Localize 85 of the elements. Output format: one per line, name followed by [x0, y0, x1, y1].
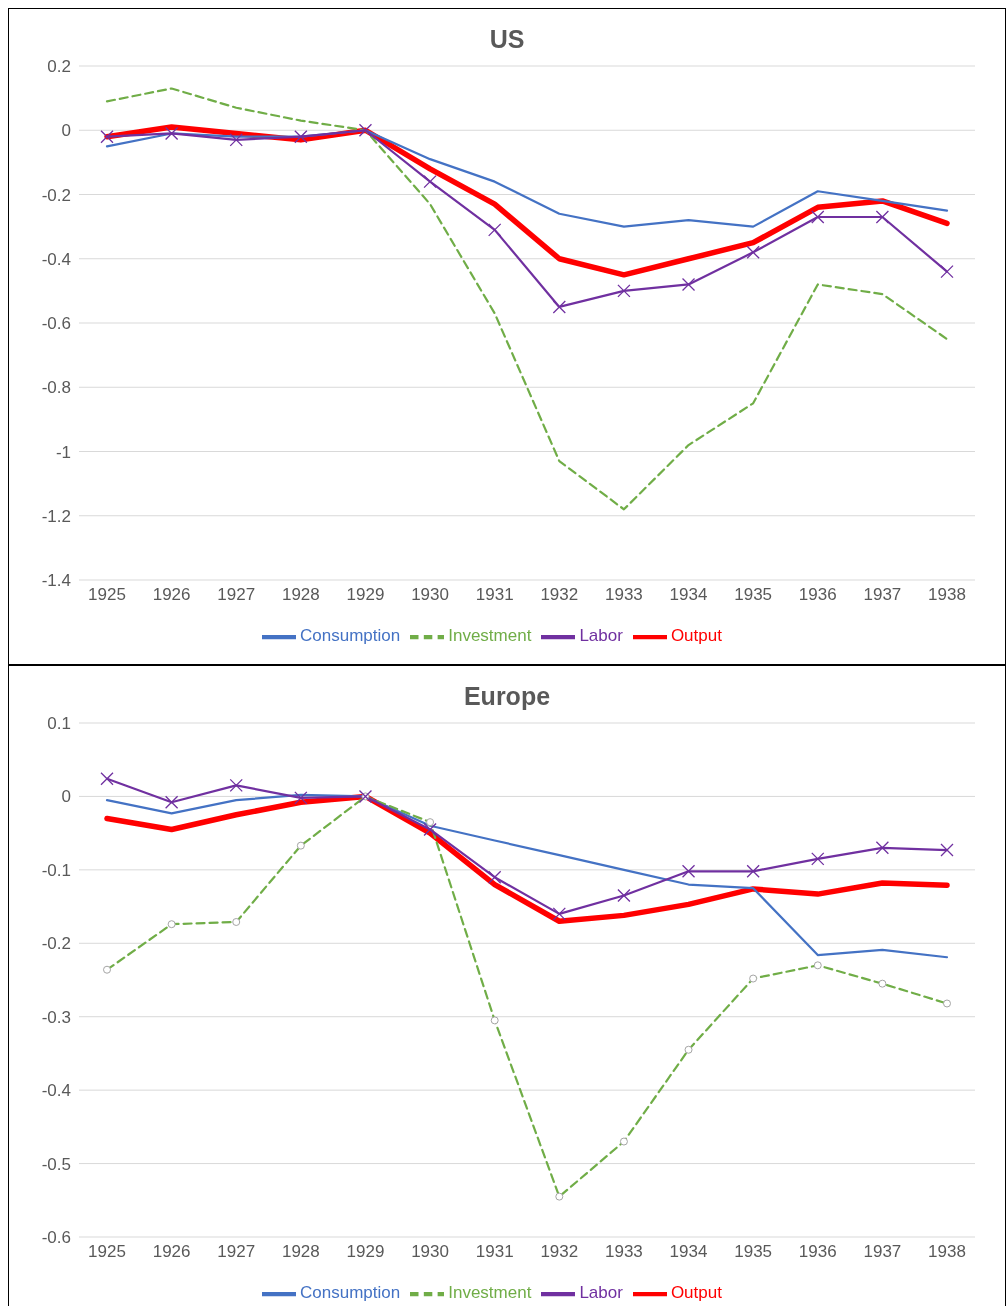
x-tick-label: 1934	[669, 1242, 708, 1262]
point	[100, 772, 114, 786]
legend-label: Labor	[579, 1283, 623, 1303]
legend-label: Investment	[448, 626, 532, 646]
x-tick-label: 1930	[411, 585, 449, 605]
point	[100, 130, 114, 144]
legend-label: Consumption	[300, 626, 401, 646]
x-tick-label: 1929	[346, 1242, 385, 1262]
chart-title: US	[488, 24, 526, 54]
x-tick-label: 1928	[281, 585, 320, 605]
point	[423, 175, 437, 189]
y-tick-label: -0.1	[41, 860, 71, 880]
x-tick-label: 1938	[928, 1242, 966, 1262]
x-tick-label: 1926	[152, 585, 191, 605]
y-tick-label: -0.5	[41, 1154, 71, 1174]
y-tick-label: -0.3	[41, 1007, 71, 1027]
y-tick-label: -0.6	[41, 1228, 71, 1248]
x-tick-label: 1931	[475, 585, 514, 605]
y-tick-label: 0.2	[47, 57, 71, 77]
point	[746, 864, 760, 878]
y-tick-label: -0.2	[41, 185, 71, 205]
point	[940, 843, 954, 857]
y-tick-label: -0.4	[41, 1081, 71, 1101]
point	[811, 210, 825, 224]
x-tick-label: 1933	[605, 1242, 643, 1262]
point	[229, 133, 243, 147]
point	[940, 264, 954, 279]
y-tick-label: -0.2	[41, 934, 71, 954]
point	[488, 870, 502, 884]
x-tick-label: 1936	[798, 1242, 837, 1262]
point	[488, 223, 502, 237]
point	[875, 210, 890, 224]
x-tick-label: 1926	[152, 1242, 191, 1262]
x-tick-label: 1932	[540, 1242, 579, 1262]
y-tick-label: -0.6	[41, 314, 71, 334]
legend-label: Output	[670, 1283, 722, 1303]
x-tick-label: 1927	[217, 585, 256, 605]
x-tick-label: 1935	[734, 1242, 773, 1262]
point	[681, 277, 696, 292]
legend-label: Output	[670, 626, 722, 646]
point	[552, 300, 566, 314]
y-tick-label: -0.8	[41, 378, 71, 398]
line-series	[105, 87, 949, 511]
point	[552, 907, 566, 921]
x-tick-label: 1933	[605, 585, 643, 605]
x-tick-label: 1929	[346, 585, 385, 605]
y-tick-label: 0.1	[47, 714, 71, 734]
point	[617, 888, 631, 903]
x-tick-label: 1927	[217, 1242, 256, 1262]
point	[294, 791, 308, 805]
x-tick-label: 1934	[669, 585, 708, 605]
point	[746, 245, 760, 259]
x-tick-label: 1925	[88, 585, 126, 605]
legend-label: Consumption	[300, 1283, 401, 1303]
y-tick-label: -1.2	[41, 506, 71, 526]
y-tick-label: -1	[55, 442, 71, 462]
point	[423, 822, 437, 837]
chart-title: Europe	[462, 681, 552, 711]
x-tick-label: 1928	[281, 1242, 320, 1262]
x-tick-label: 1931	[475, 1242, 514, 1262]
x-tick-label: 1938	[928, 585, 966, 605]
x-tick-label: 1935	[734, 585, 773, 605]
point	[229, 778, 243, 793]
y-tick-label: -1.4	[41, 571, 71, 591]
line-series	[105, 129, 949, 228]
point	[164, 126, 179, 141]
point	[358, 123, 373, 137]
y-tick-label: 0	[61, 787, 71, 807]
legend-label: Labor	[579, 626, 623, 646]
point	[681, 864, 696, 878]
point	[294, 130, 308, 144]
point	[875, 841, 890, 855]
line-series	[105, 793, 949, 959]
x-tick-label: 1937	[863, 585, 902, 605]
x-tick-label: 1925	[88, 1242, 126, 1262]
x-tick-label: 1937	[863, 1242, 902, 1262]
y-tick-label: 0	[61, 121, 71, 141]
point	[617, 284, 631, 298]
point	[811, 852, 825, 866]
y-tick-label: -0.4	[41, 249, 71, 269]
point	[164, 795, 179, 809]
x-tick-label: 1936	[798, 585, 837, 605]
legend-label: Investment	[448, 1283, 532, 1303]
x-tick-label: 1932	[540, 585, 579, 605]
x-tick-label: 1930	[411, 1242, 449, 1262]
